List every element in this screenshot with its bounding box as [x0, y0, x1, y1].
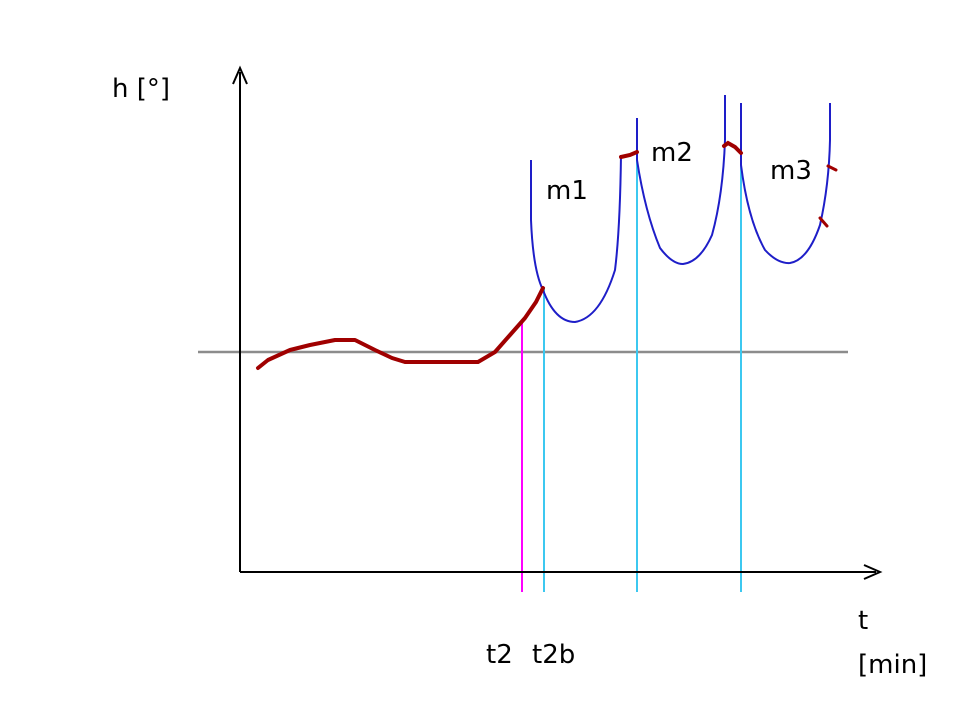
- measured-curve: [256, 286, 545, 370]
- y-axis-label: h [°]: [112, 74, 171, 104]
- model-curve-m2: [636, 95, 726, 266]
- model-curve-m3: [740, 103, 831, 265]
- x-axis-label-unit: [min]: [858, 650, 928, 680]
- model-curve-m1: [530, 154, 622, 324]
- x-axis-arrowhead: [863, 564, 883, 580]
- curve-label-m1: m1: [546, 176, 588, 206]
- marker-label-t2: t2: [486, 640, 513, 670]
- y-axis-arrowhead: [232, 65, 248, 85]
- measured-curve-fragment-1: [826, 164, 838, 172]
- measured-curve-segment-m2: [619, 150, 639, 159]
- measured-curve-fragment-2: [818, 216, 829, 228]
- curve-label-m3: m3: [770, 156, 812, 186]
- measured-curve-segment-m3: [722, 140, 743, 155]
- curve-label-m2: m2: [651, 138, 693, 168]
- marker-label-t2b: t2b: [532, 640, 576, 670]
- x-axis-label-t: t: [858, 606, 869, 636]
